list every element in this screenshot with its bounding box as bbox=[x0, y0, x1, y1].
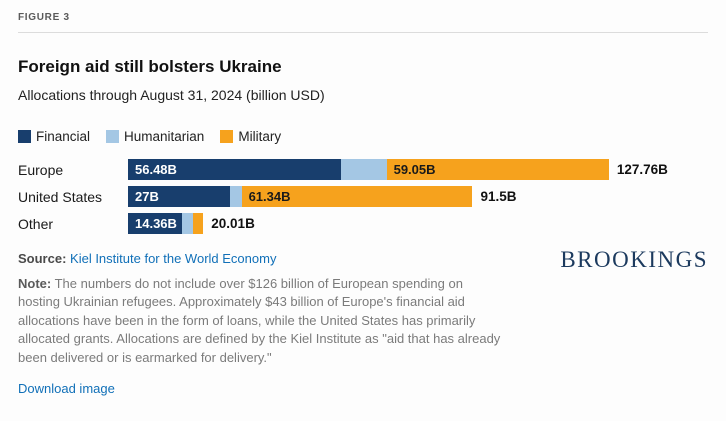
bar-segment-military: 61.34B bbox=[241, 186, 473, 207]
bar-segment-military bbox=[192, 213, 204, 234]
legend-item-humanitarian: Humanitarian bbox=[106, 129, 204, 144]
source-link[interactable]: Kiel Institute for the World Economy bbox=[70, 251, 277, 266]
note-body: The numbers do not include over $126 bil… bbox=[18, 276, 501, 365]
brookings-logo: BROOKINGS bbox=[560, 247, 708, 272]
bar-total-label: 20.01B bbox=[211, 216, 255, 231]
category-label: Other bbox=[18, 215, 54, 232]
chart-row: Other 14.36B 20.01B bbox=[18, 213, 708, 234]
figure-label: FIGURE 3 bbox=[18, 12, 70, 23]
chart-subtitle: Allocations through August 31, 2024 (bil… bbox=[18, 87, 325, 103]
stacked-bar: 14.36B bbox=[128, 213, 204, 234]
legend-label: Humanitarian bbox=[124, 129, 205, 144]
source-label: Source: bbox=[18, 251, 67, 266]
divider bbox=[18, 32, 708, 33]
chart: Europe 56.48B 59.05B 127.76B United States 27… bbox=[18, 159, 708, 234]
bar-segment-military: 59.05B bbox=[386, 159, 609, 180]
note-label: Note: bbox=[18, 276, 52, 291]
bar-total-label: 127.76B bbox=[616, 162, 668, 177]
category-label: United States bbox=[18, 188, 103, 205]
chart-row: United States 27B 61.34B 91.5B bbox=[18, 186, 708, 207]
chart-title: Foreign aid still bolsters Ukraine bbox=[18, 57, 282, 76]
legend-swatch-military bbox=[220, 130, 234, 143]
legend-label: Financial bbox=[36, 129, 91, 144]
chart-row: Europe 56.48B 59.05B 127.76B bbox=[18, 159, 708, 180]
legend-label: Military bbox=[238, 129, 282, 144]
footer: Source: Kiel Institute for the World Eco… bbox=[18, 247, 708, 398]
stacked-bar: 27B 61.34B bbox=[128, 186, 473, 207]
bar-segment-humanitarian bbox=[229, 186, 242, 207]
legend: Financial Humanitarian Military bbox=[18, 129, 708, 144]
bar-segment-humanitarian bbox=[340, 159, 387, 180]
source-line: Source: Kiel Institute for the World Eco… bbox=[18, 251, 708, 266]
bar-segment-humanitarian bbox=[182, 213, 193, 234]
bar-segment-financial: 27B bbox=[128, 186, 230, 207]
category-label: Europe bbox=[18, 161, 64, 178]
legend-item-military: Military bbox=[220, 129, 281, 144]
note-text: Note: The numbers do not include over $1… bbox=[18, 275, 506, 367]
legend-item-financial: Financial bbox=[18, 129, 90, 144]
legend-swatch-humanitarian bbox=[106, 130, 120, 143]
bar-total-label: 91.5B bbox=[480, 189, 517, 204]
bar-segment-financial: 56.48B bbox=[128, 159, 341, 180]
download-image-link[interactable]: Download image bbox=[18, 381, 115, 397]
stacked-bar: 56.48B 59.05B bbox=[128, 159, 609, 180]
legend-swatch-financial bbox=[18, 130, 31, 143]
bar-segment-financial: 14.36B bbox=[128, 213, 183, 234]
